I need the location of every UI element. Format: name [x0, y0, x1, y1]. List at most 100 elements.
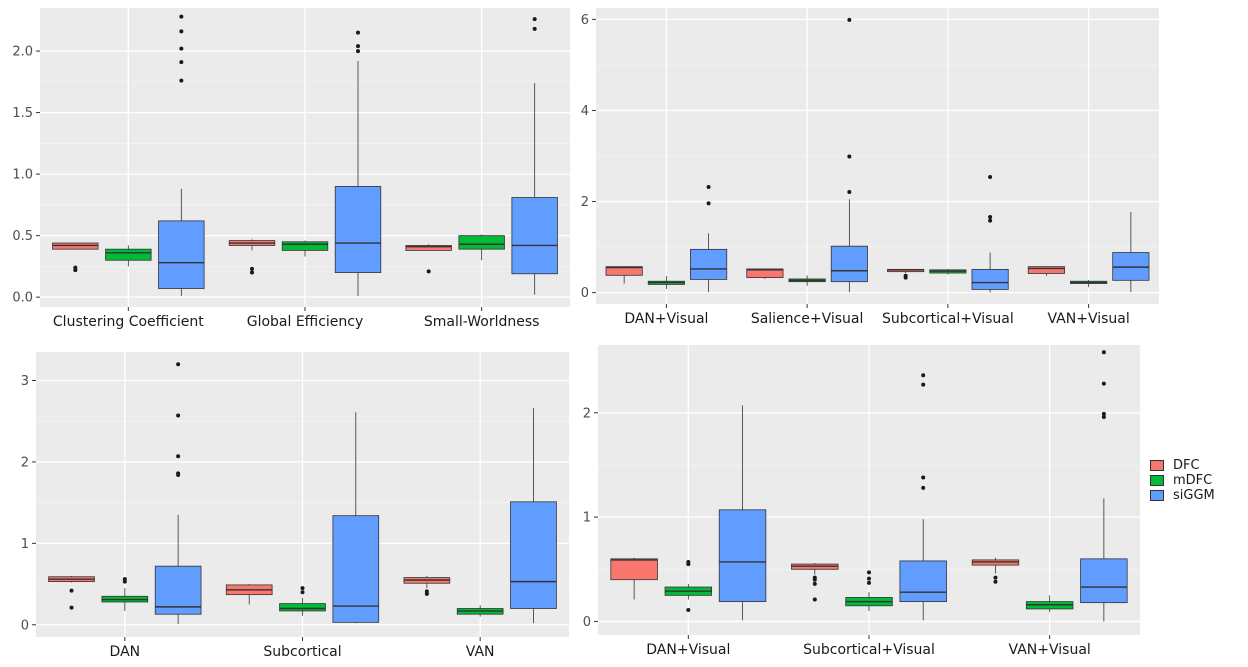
box-siggm: [511, 197, 558, 275]
outlier-point: [69, 605, 74, 610]
legend: DFC mDFC siGGM: [1150, 458, 1215, 503]
outlier-point: [1101, 414, 1106, 419]
outlier-point: [424, 589, 429, 594]
y-tick-label: 0.5: [12, 229, 33, 244]
outlier-point: [903, 273, 908, 278]
x-tick-label: Subcortical+Visual: [803, 642, 935, 658]
outlier-point: [812, 581, 817, 586]
legend-key-mdfc: [1150, 475, 1164, 486]
y-tick-label: 1: [21, 537, 29, 552]
outlier-point: [812, 597, 817, 602]
x-tick-label: Clustering Coefficient: [53, 314, 204, 330]
outlier-point: [706, 184, 711, 189]
box-siggm: [690, 248, 728, 280]
y-tick-label: 3: [21, 374, 29, 389]
x-tick-label: DAN+Visual: [646, 642, 730, 658]
box-siggm: [158, 220, 205, 289]
legend-key-siggm: [1150, 490, 1164, 501]
y-tick-label: 0.0: [12, 291, 33, 306]
outlier-point: [532, 17, 537, 22]
legend-label-dfc: DFC: [1173, 458, 1200, 473]
outlier-point: [176, 362, 181, 367]
outlier-point: [179, 46, 184, 51]
y-tick-label: 1.0: [12, 168, 33, 183]
outlier-point: [847, 154, 852, 159]
box-dfc: [1027, 266, 1065, 274]
box-siggm: [899, 560, 947, 603]
outlier-point: [993, 579, 998, 584]
y-tick-label: 2: [21, 455, 29, 470]
outlier-point: [250, 270, 254, 275]
outlier-point: [179, 14, 184, 19]
y-tick-label: 4: [581, 104, 589, 119]
outlier-point: [69, 588, 74, 593]
x-tick-label: Small-Worldness: [424, 314, 540, 330]
outlier-point: [176, 454, 181, 459]
box-siggm: [971, 268, 1009, 290]
y-tick-label: 1: [583, 511, 591, 526]
y-tick-label: 1.5: [12, 106, 33, 121]
legend-key-dfc: [1150, 460, 1164, 471]
outlier-point: [812, 575, 817, 580]
box-siggm: [1080, 558, 1128, 604]
box-siggm: [718, 509, 767, 603]
y-tick-label: 0: [583, 615, 591, 630]
box-siggm: [510, 501, 557, 609]
outlier-point: [176, 471, 181, 476]
box-mdfc: [105, 248, 152, 261]
box-dfc: [746, 268, 784, 278]
box-siggm: [334, 186, 382, 273]
box-mdfc: [458, 235, 505, 250]
box-dfc: [405, 245, 452, 251]
outlier-point: [1101, 350, 1106, 355]
outlier-point: [847, 17, 852, 22]
legend-item-mdfc: mDFC: [1150, 473, 1215, 488]
outlier-point: [921, 485, 926, 490]
outlier-point: [1101, 411, 1106, 416]
outlier-point: [532, 26, 537, 31]
outlier-point: [122, 577, 127, 582]
outlier-point: [356, 44, 360, 49]
y-tick-label: 2: [581, 195, 589, 210]
outlier-point: [921, 475, 926, 480]
panel-network-metrics: 0.0 0.5 1.0 1.5 2.0 Clustering Coefficient Glo…: [12, 8, 570, 330]
panel-visual-pairs-subset: 0 1 2 DAN+Visual Subcortical+Visual VAN+Visua…: [583, 345, 1140, 658]
outlier-point: [988, 218, 993, 223]
outlier-point: [847, 189, 852, 194]
outlier-point: [1101, 381, 1106, 386]
legend-item-dfc: DFC: [1150, 458, 1215, 473]
outlier-point: [250, 266, 254, 271]
outlier-point: [356, 49, 360, 54]
outlier-point: [686, 559, 691, 564]
outlier-point: [921, 382, 926, 387]
box-mdfc: [279, 603, 326, 612]
outlier-point: [988, 215, 993, 220]
legend-label-mdfc: mDFC: [1173, 473, 1213, 488]
y-tick-label: 2: [583, 406, 591, 421]
outlier-point: [179, 78, 184, 83]
outlier-point: [300, 590, 305, 595]
outlier-point: [686, 607, 691, 612]
x-tick-label: Subcortical+Visual: [882, 311, 1014, 327]
outlier-point: [867, 576, 871, 581]
panel-networks: 0 1 2 3 DAN Subcortical VAN: [21, 352, 569, 660]
legend-label-siggm: siGGM: [1173, 488, 1215, 503]
outlier-point: [179, 60, 184, 65]
outlier-point: [921, 373, 926, 378]
box-mdfc: [281, 241, 329, 251]
outlier-point: [706, 201, 711, 206]
box-dfc: [605, 266, 643, 276]
y-tick-label: 0: [21, 618, 29, 633]
outlier-point: [73, 265, 78, 270]
y-tick-label: 2.0: [12, 45, 33, 60]
x-tick-label: Global Efficiency: [247, 314, 364, 330]
outlier-point: [176, 413, 181, 418]
outlier-point: [988, 174, 993, 179]
outlier-point: [179, 29, 184, 34]
box-dfc: [610, 558, 658, 581]
outlier-point: [993, 575, 998, 580]
box-siggm: [332, 515, 380, 623]
outlier-point: [426, 269, 431, 274]
box-siggm: [830, 245, 868, 283]
outlier-point: [867, 570, 871, 575]
